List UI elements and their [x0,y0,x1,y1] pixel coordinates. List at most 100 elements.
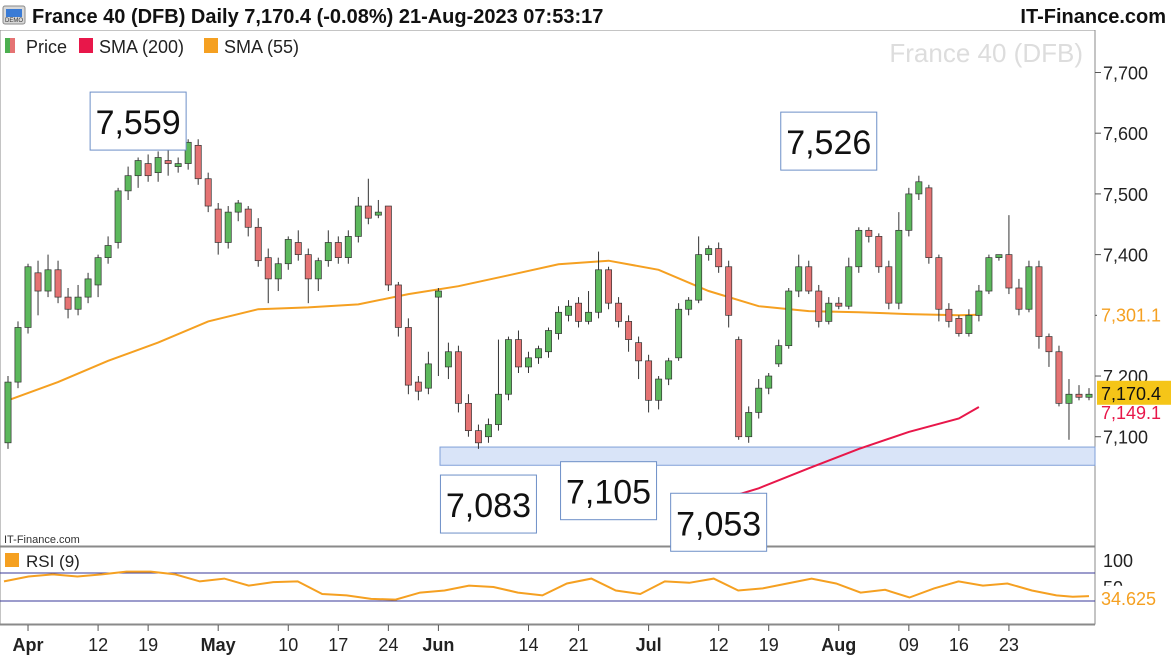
candle [1045,333,1053,367]
candle-body-down [945,308,953,322]
time-tick-label: Jul [636,635,662,655]
time-axis: Apr 12 19 May 10 17 24 Jun 14 21 Jul 12 19 Aug 09 16 23 [0,624,1095,655]
candle [955,315,963,337]
candle-body-down [264,257,272,280]
candle [304,248,312,304]
rsi-panel-frame [0,546,1096,625]
price-tick-label: 7,700 [1103,63,1148,83]
candle [505,336,512,401]
candle [434,288,442,377]
candle-body-up [755,387,763,413]
candle [174,157,182,173]
time-tick-label: 23 [999,635,1019,655]
time-tick-label: 17 [328,635,348,655]
candle [585,291,592,325]
current-price-marker-bg [1097,380,1171,405]
candle [44,254,52,298]
candle [354,196,362,243]
sma55-marker-label: 7,301.1 [1101,306,1161,326]
candle-body-up [525,357,532,368]
candle [54,260,62,304]
annotation-box [560,461,658,521]
candle-body-down [925,187,933,258]
candle [14,321,22,389]
candle-body-down [575,302,582,322]
candle [134,157,142,188]
candle-body-up [94,257,102,286]
candle-body-up [4,381,12,444]
candle-body-up [695,254,703,301]
candle-body-down [384,205,392,286]
candle [484,418,492,443]
annotation-box [780,111,878,171]
candle [915,175,923,200]
annotation-label: 7,559 [96,104,181,142]
time-tick-label: 12 [88,635,108,655]
annotation-box [89,91,187,151]
rsi-legend-swatch [5,553,19,567]
candle-body-up [505,339,512,395]
candle [985,254,993,295]
candle [725,260,733,328]
demo-badge-label: DEMO [5,18,23,24]
candle-body-up [745,412,753,438]
rsi-legend: RSI (9) [5,552,80,571]
annotation-label: 7,526 [786,124,871,162]
candle-body-down [875,236,883,268]
time-tick-label: 14 [518,635,538,655]
candle-body-down [54,269,62,298]
candle-body-down [454,351,462,404]
candle [344,230,352,264]
candle [424,351,432,395]
candle [895,212,903,310]
candle [565,300,572,322]
candle [765,372,773,395]
annotation-label: 7,083 [446,487,531,525]
candle [835,297,843,310]
legend-sma200-label: SMA (200) [99,37,184,57]
candle-body-down [815,290,823,322]
candle [545,327,552,358]
candle-body-up [915,181,923,195]
candle-body-down [404,327,412,386]
header-bar [0,0,1173,30]
candle [4,376,12,449]
time-tick-label: 21 [569,635,589,655]
candle [825,297,833,325]
support-zone-band [439,446,1096,466]
candle-body-down [144,163,152,177]
candle-body-up [444,351,452,368]
candle [234,199,242,222]
candle-body-down [1015,287,1023,310]
price-tick-label: 7,400 [1103,246,1148,266]
candle [384,205,392,292]
candle-body-up [895,229,903,304]
candle [64,288,72,319]
annotation-box [439,474,537,534]
rsi-line [3,570,1090,601]
sma55-marker: 7,301.1 [1097,302,1171,327]
candle-body-up [555,311,562,334]
price-markers: 7,301.1 7,149.17,170.4 [1097,302,1171,424]
candle-body-down [394,284,402,328]
watermark-small: IT-Finance.com [4,534,80,546]
candle [495,339,502,431]
candle [645,354,653,413]
rsi-current-marker-bg [1097,585,1171,610]
candle-body-up [314,260,322,280]
candle-body-up [134,160,142,177]
candle-body-down [1045,336,1053,353]
candle [975,284,983,322]
candle-body-up [775,345,783,365]
annotation-7053: 7,053 [670,492,768,552]
candle [515,330,522,373]
candle [855,227,863,273]
candle-body-down [194,144,202,180]
candle [114,187,122,249]
candle [525,351,532,373]
candle [1025,260,1033,313]
candles [4,139,1093,449]
candle-body-down [294,242,302,255]
candle [1015,278,1023,316]
moving-averages [7,259,980,505]
